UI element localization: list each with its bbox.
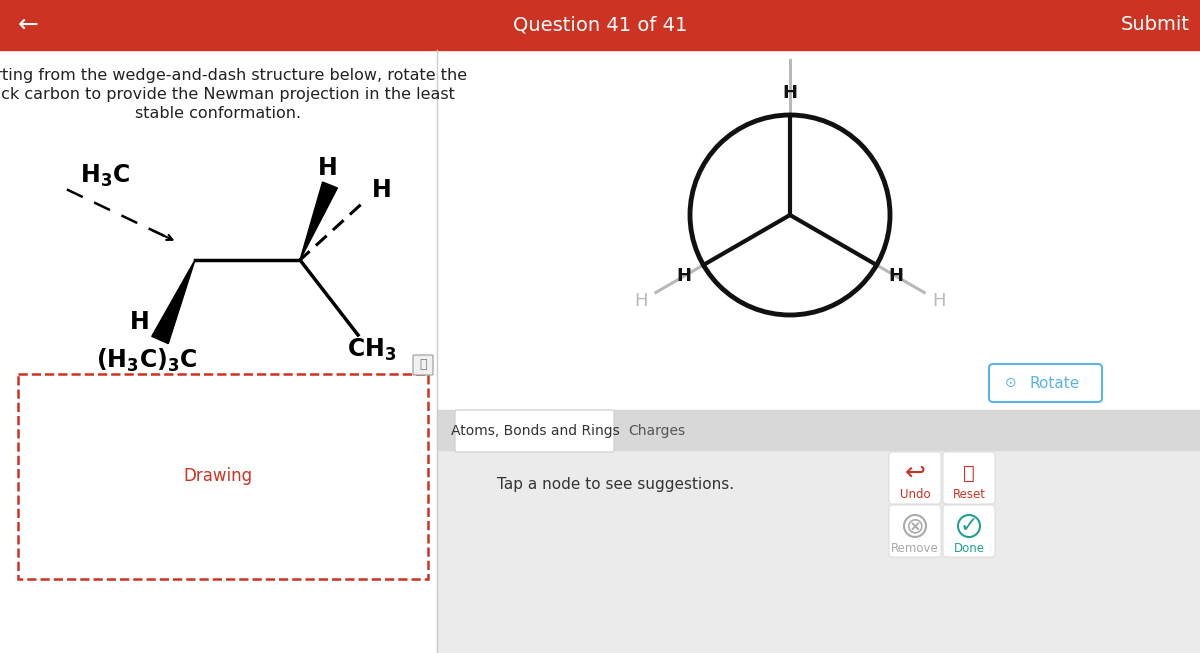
Text: $\mathbf{CH_3}$: $\mathbf{CH_3}$ xyxy=(347,337,397,363)
Text: Done: Done xyxy=(954,541,984,554)
Text: Charges: Charges xyxy=(629,424,685,438)
Text: back carbon to provide the Newman projection in the least: back carbon to provide the Newman projec… xyxy=(0,87,455,102)
Text: ←: ← xyxy=(18,13,38,37)
Text: Drawing: Drawing xyxy=(184,467,252,485)
Text: ⊙: ⊙ xyxy=(1006,376,1016,390)
Bar xyxy=(0,0,1200,50)
Text: H: H xyxy=(677,267,692,285)
FancyBboxPatch shape xyxy=(889,505,941,557)
FancyBboxPatch shape xyxy=(413,355,433,375)
Text: Undo: Undo xyxy=(900,488,930,502)
Text: H: H xyxy=(932,292,946,310)
Bar xyxy=(437,450,1200,653)
Text: H: H xyxy=(130,310,150,334)
Text: Starting from the wedge-and-dash structure below, rotate the: Starting from the wedge-and-dash structu… xyxy=(0,68,467,83)
Text: $\mathbf{H_3C}$: $\mathbf{H_3C}$ xyxy=(80,163,130,189)
Text: ✓: ✓ xyxy=(960,516,978,536)
Text: ⌕: ⌕ xyxy=(419,358,427,372)
Text: ↩: ↩ xyxy=(905,461,925,485)
Bar xyxy=(437,410,1200,450)
Text: H: H xyxy=(372,178,392,202)
Text: 🗑: 🗑 xyxy=(964,464,974,483)
Text: H: H xyxy=(784,34,797,52)
Bar xyxy=(18,374,428,579)
Text: Question 41 of 41: Question 41 of 41 xyxy=(512,16,688,35)
Text: Remove: Remove xyxy=(892,541,938,554)
Text: Tap a node to see suggestions.: Tap a node to see suggestions. xyxy=(497,477,734,492)
Text: $\mathbf{(H_3C)_3C}$: $\mathbf{(H_3C)_3C}$ xyxy=(96,346,198,374)
Text: stable conformation.: stable conformation. xyxy=(134,106,301,121)
Text: Rotate: Rotate xyxy=(1030,375,1080,390)
FancyBboxPatch shape xyxy=(989,364,1102,402)
Text: ⊗: ⊗ xyxy=(906,516,924,536)
Text: Atoms, Bonds and Rings: Atoms, Bonds and Rings xyxy=(451,424,619,438)
Text: Reset: Reset xyxy=(953,488,985,502)
Polygon shape xyxy=(151,260,194,343)
FancyBboxPatch shape xyxy=(943,452,995,504)
FancyBboxPatch shape xyxy=(943,505,995,557)
Text: H: H xyxy=(318,156,338,180)
FancyBboxPatch shape xyxy=(889,452,941,504)
Text: H: H xyxy=(635,292,648,310)
Bar xyxy=(0,50,437,653)
Text: H: H xyxy=(782,84,798,102)
FancyBboxPatch shape xyxy=(455,410,614,452)
Polygon shape xyxy=(300,182,337,260)
Text: H: H xyxy=(888,267,904,285)
Text: Submit: Submit xyxy=(1121,16,1189,35)
